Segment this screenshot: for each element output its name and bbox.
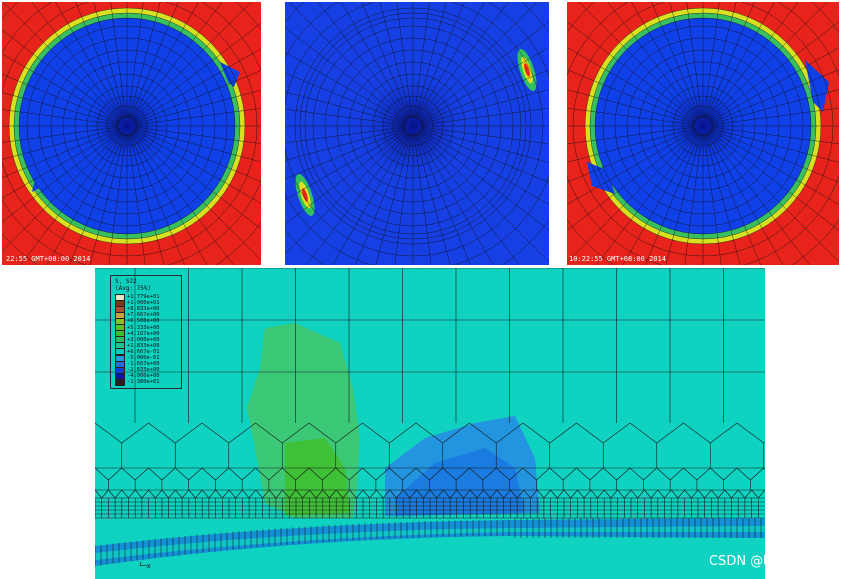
legend-label: -1.300e+01 [127, 379, 160, 386]
contact-stress-plot [95, 268, 765, 579]
legend-label: -5.000e-01 [127, 355, 160, 361]
contour-plot-middle [285, 2, 549, 265]
legend-label: -2.833e+00 [127, 367, 160, 374]
axis-triad: └─x [138, 562, 151, 570]
legend-label: +8.833e+00 [127, 306, 160, 313]
timestamp-left: 22:55 GMT+08:00 2014 [6, 255, 91, 263]
legend-subtitle: (Avg: 75%) [115, 285, 152, 292]
contour-plot-right [567, 2, 839, 265]
legend-label: +6.667e-01 [127, 348, 160, 355]
legend-label: +7.667e+00 [127, 312, 160, 319]
legend-label: +1.833e+00 [127, 342, 160, 349]
legend-label: -4.000e+00 [127, 373, 160, 380]
contour-panel-right: 10:22:55 GMT+08:00 2014 [567, 2, 839, 265]
legend-label: +4.167e+00 [127, 330, 160, 337]
timestamp-right: 10:22:55 GMT+08:00 2014 [569, 255, 666, 263]
contour-legend: S, S22 (Avg: 75%) +1.779e+01 +1.000e+01 +8… [110, 275, 182, 389]
legend-label: +6.500e+00 [127, 318, 160, 325]
legend-label: -1.667e+00 [127, 361, 160, 368]
legend-label: +3.000e+00 [127, 336, 160, 343]
contour-panel-left: 22:55 GMT+08:00 2014 [2, 2, 261, 265]
contour-plot-left [2, 2, 261, 265]
triad-x-label: x [146, 562, 151, 570]
legend-label: +5.333e+00 [127, 324, 160, 331]
legend-title: S, S22 [115, 278, 137, 285]
legend-label: +1.779e+01 [127, 294, 160, 300]
watermark: CSDN @哦哦～921 [708, 554, 827, 569]
legend-swatch [115, 378, 125, 386]
legend-entry: -1.300e+01 [115, 378, 160, 386]
legend-label: +1.000e+01 [127, 300, 160, 307]
triad-icon: └─ [138, 562, 147, 570]
contour-panel-middle [285, 2, 549, 265]
contour-panel-bottom [95, 268, 765, 579]
